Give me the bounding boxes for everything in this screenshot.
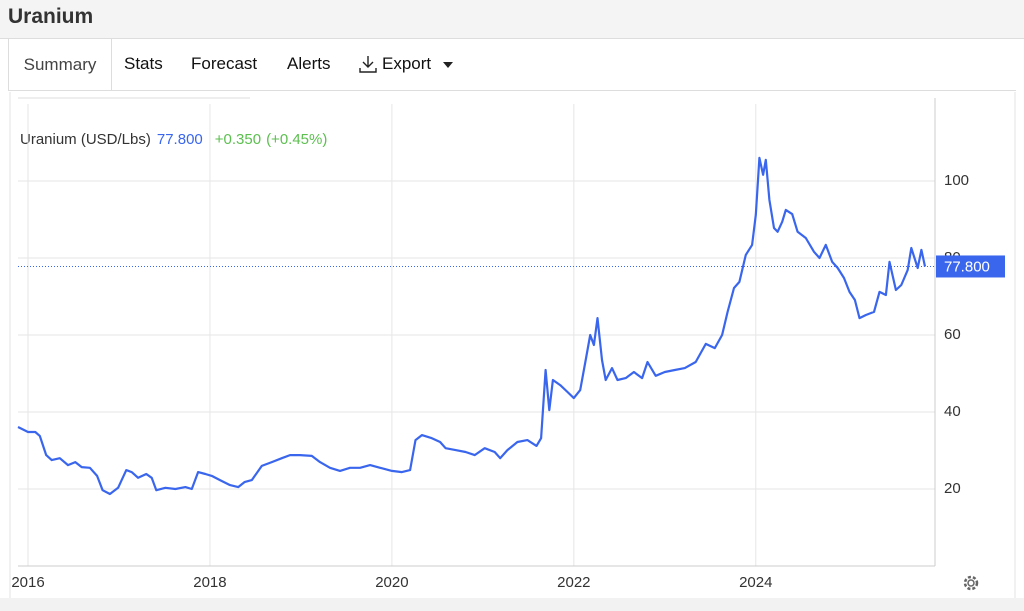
tab[interactable]: Stats	[124, 54, 163, 73]
y-tick-label: 20	[944, 480, 961, 497]
header: Uranium	[0, 0, 1024, 39]
x-tick-label: 2020	[375, 574, 408, 591]
price-tag	[936, 255, 1005, 278]
tab[interactable]: Export	[382, 54, 432, 73]
tab[interactable]: Summary	[8, 38, 112, 90]
y-tick-label: 80	[944, 249, 961, 266]
legend-name: Uranium (USD/Lbs)	[20, 131, 151, 148]
x-tick-label: 2018	[193, 574, 226, 591]
price-line	[17, 156, 927, 496]
legend-change-pct: (+0.45%)	[266, 131, 327, 148]
legend-change: +0.350	[215, 131, 261, 148]
tab[interactable]: Alerts	[287, 54, 331, 73]
y-tick-label: 40	[944, 403, 961, 420]
tab[interactable]: Forecast	[191, 54, 258, 73]
y-tick-label: 60	[944, 326, 961, 343]
tab-bar: Summary Stats Forecast Alerts Export	[8, 38, 1016, 91]
legend-value: 77.800	[157, 131, 203, 148]
caret-icon	[443, 62, 453, 68]
x-tick-label: 2016	[11, 574, 44, 591]
page-title: Uranium	[8, 5, 94, 28]
price-tag-label: 77.800	[944, 258, 990, 275]
footer-bar	[0, 598, 1024, 611]
settings-icon[interactable]	[963, 575, 979, 591]
x-tick-label: 2024	[739, 574, 772, 591]
download-icon	[359, 56, 377, 73]
y-tick-label: 100	[944, 172, 969, 189]
x-tick-label: 2022	[557, 574, 590, 591]
